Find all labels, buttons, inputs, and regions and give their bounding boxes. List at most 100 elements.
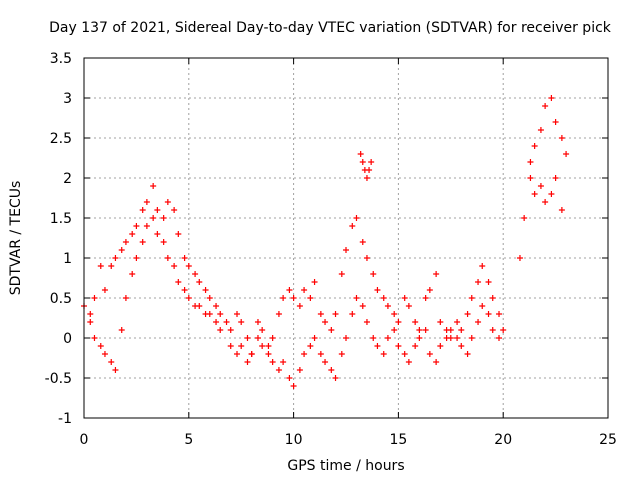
data-point	[479, 263, 486, 269]
data-point	[143, 199, 150, 205]
data-point	[317, 311, 324, 317]
data-point	[290, 295, 297, 301]
data-point	[401, 295, 408, 301]
data-point	[238, 343, 245, 349]
data-point	[164, 255, 171, 261]
data-point	[234, 311, 241, 317]
data-point	[380, 295, 387, 301]
data-point	[122, 295, 129, 301]
data-point	[185, 295, 192, 301]
data-point	[548, 191, 555, 197]
data-point	[558, 135, 565, 141]
data-point	[447, 327, 454, 333]
data-point	[317, 351, 324, 357]
data-point	[185, 263, 192, 269]
data-point	[531, 143, 538, 149]
data-point	[391, 327, 398, 333]
x-tick-label: 25	[599, 432, 617, 448]
axis-ticks	[83, 57, 609, 419]
x-tick-label: 0	[80, 432, 89, 448]
data-point	[380, 351, 387, 357]
data-point	[280, 359, 287, 365]
data-point	[384, 335, 391, 341]
data-point	[479, 303, 486, 309]
data-point	[366, 167, 373, 173]
data-point	[405, 303, 412, 309]
data-point	[150, 215, 157, 221]
y-tick-label: 0.5	[50, 291, 72, 307]
data-point	[259, 343, 266, 349]
data-point	[280, 295, 287, 301]
data-point	[254, 335, 261, 341]
data-point	[363, 319, 370, 325]
x-tick-label: 15	[389, 432, 407, 448]
data-point	[244, 359, 251, 365]
data-point	[87, 319, 94, 325]
data-point	[468, 335, 475, 341]
x-tick-label: 10	[285, 432, 303, 448]
data-point	[475, 279, 482, 285]
data-point	[213, 319, 220, 325]
data-point	[437, 343, 444, 349]
data-point	[537, 183, 544, 189]
data-point	[359, 303, 366, 309]
data-point	[391, 311, 398, 317]
data-point	[332, 375, 339, 381]
x-tick-label: 5	[184, 432, 193, 448]
data-point	[171, 207, 178, 213]
data-point	[433, 359, 440, 365]
x-tick-labels: 0 5 10 15 20 25	[80, 432, 617, 448]
data-point	[254, 319, 261, 325]
data-point	[548, 95, 555, 101]
data-point	[217, 311, 224, 317]
data-point	[296, 367, 303, 373]
data-point	[275, 367, 282, 373]
data-point	[196, 279, 203, 285]
data-point	[227, 327, 234, 333]
data-point	[290, 383, 297, 389]
grid	[84, 58, 608, 418]
data-point	[412, 319, 419, 325]
chart-title: Day 137 of 2021, Sidereal Day-to-day VTE…	[49, 20, 612, 36]
data-point	[542, 103, 549, 109]
series-sdtvar	[81, 95, 570, 357]
data-point	[395, 319, 402, 325]
data-point	[485, 279, 492, 285]
data-point	[443, 335, 450, 341]
data-point	[192, 271, 199, 277]
data-point	[422, 295, 429, 301]
data-point	[206, 311, 213, 317]
data-point	[332, 311, 339, 317]
data-point	[238, 319, 245, 325]
data-point	[91, 295, 98, 301]
data-point	[359, 159, 366, 165]
data-point	[349, 311, 356, 317]
data-point	[234, 351, 241, 357]
y-tick-label: 2.5	[50, 131, 72, 147]
series-sdtvar-3	[357, 151, 375, 181]
y-tick-label: 1	[63, 251, 72, 267]
data-point	[139, 207, 146, 213]
data-point	[223, 319, 230, 325]
data-point	[112, 367, 119, 373]
y-tick-label: -0.5	[45, 371, 72, 387]
data-point	[181, 255, 188, 261]
data-point	[433, 271, 440, 277]
data-point	[370, 335, 377, 341]
data-point	[244, 335, 251, 341]
data-point	[217, 327, 224, 333]
plot-frame	[83, 57, 609, 419]
data-point	[527, 175, 534, 181]
data-point	[454, 319, 461, 325]
data-point	[133, 255, 140, 261]
data-point	[265, 351, 272, 357]
data-point	[384, 303, 391, 309]
data-point	[370, 271, 377, 277]
data-point	[311, 279, 318, 285]
data-point	[101, 287, 108, 293]
data-point	[108, 263, 115, 269]
data-point	[489, 295, 496, 301]
data-point	[563, 151, 570, 157]
data-point	[139, 239, 146, 245]
y-tick-label: -1	[58, 411, 72, 427]
